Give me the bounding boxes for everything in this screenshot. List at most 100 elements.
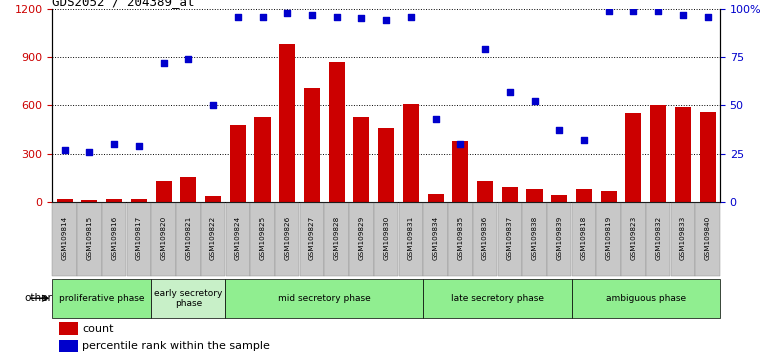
Point bbox=[628, 8, 640, 13]
FancyBboxPatch shape bbox=[571, 203, 596, 276]
Bar bbox=[403, 104, 419, 202]
Bar bbox=[59, 340, 78, 352]
Point bbox=[157, 60, 169, 66]
Text: GSM109814: GSM109814 bbox=[62, 216, 68, 261]
Point bbox=[504, 89, 516, 95]
Text: GSM109817: GSM109817 bbox=[136, 216, 142, 261]
FancyBboxPatch shape bbox=[424, 203, 448, 276]
Point bbox=[232, 14, 244, 19]
Text: proliferative phase: proliferative phase bbox=[59, 294, 145, 303]
Text: GSM109821: GSM109821 bbox=[186, 216, 192, 261]
Bar bbox=[452, 141, 468, 202]
Text: GSM109819: GSM109819 bbox=[606, 216, 611, 261]
Bar bbox=[502, 187, 517, 202]
FancyBboxPatch shape bbox=[621, 203, 646, 276]
Point bbox=[528, 99, 541, 104]
Text: GSM109830: GSM109830 bbox=[383, 216, 389, 261]
Text: GSM109827: GSM109827 bbox=[309, 216, 315, 261]
Point bbox=[59, 147, 71, 153]
Bar bbox=[280, 44, 295, 202]
Bar bbox=[601, 190, 617, 202]
Bar bbox=[477, 181, 493, 202]
FancyBboxPatch shape bbox=[152, 203, 176, 276]
FancyBboxPatch shape bbox=[176, 203, 201, 276]
Text: early secretory
phase: early secretory phase bbox=[154, 289, 223, 308]
FancyBboxPatch shape bbox=[399, 203, 424, 276]
Point bbox=[652, 8, 665, 13]
Text: GSM109833: GSM109833 bbox=[680, 216, 686, 261]
Point bbox=[380, 18, 392, 23]
Text: GSM109828: GSM109828 bbox=[333, 216, 340, 261]
Point bbox=[553, 127, 565, 133]
Text: ambiguous phase: ambiguous phase bbox=[606, 294, 686, 303]
FancyBboxPatch shape bbox=[646, 203, 671, 276]
Bar bbox=[329, 62, 345, 202]
Text: GSM109825: GSM109825 bbox=[259, 216, 266, 261]
FancyBboxPatch shape bbox=[473, 203, 497, 276]
Point bbox=[454, 141, 467, 147]
FancyBboxPatch shape bbox=[250, 203, 275, 276]
Point bbox=[355, 16, 367, 21]
FancyBboxPatch shape bbox=[571, 279, 720, 318]
Bar bbox=[576, 189, 592, 202]
Bar bbox=[205, 196, 221, 202]
Text: GSM109838: GSM109838 bbox=[531, 216, 537, 261]
FancyBboxPatch shape bbox=[324, 203, 349, 276]
Text: GSM109816: GSM109816 bbox=[111, 216, 117, 261]
FancyBboxPatch shape bbox=[448, 203, 473, 276]
Point bbox=[108, 141, 120, 147]
Bar bbox=[156, 181, 172, 202]
Text: GSM109832: GSM109832 bbox=[655, 216, 661, 261]
FancyBboxPatch shape bbox=[349, 203, 373, 276]
Text: late secretory phase: late secretory phase bbox=[451, 294, 544, 303]
Text: GSM109840: GSM109840 bbox=[705, 216, 711, 261]
Point bbox=[701, 14, 714, 19]
Bar bbox=[180, 177, 196, 202]
FancyBboxPatch shape bbox=[77, 203, 102, 276]
Bar bbox=[527, 189, 543, 202]
Bar bbox=[57, 199, 72, 202]
FancyBboxPatch shape bbox=[424, 279, 571, 318]
Point bbox=[602, 8, 614, 13]
Bar bbox=[675, 107, 691, 202]
Text: GSM109818: GSM109818 bbox=[581, 216, 587, 261]
Point bbox=[405, 14, 417, 19]
FancyBboxPatch shape bbox=[497, 203, 522, 276]
Point bbox=[479, 46, 491, 52]
Text: GSM109829: GSM109829 bbox=[358, 216, 364, 261]
FancyBboxPatch shape bbox=[226, 279, 424, 318]
Point bbox=[306, 12, 318, 17]
FancyBboxPatch shape bbox=[300, 203, 324, 276]
FancyBboxPatch shape bbox=[126, 203, 151, 276]
FancyBboxPatch shape bbox=[226, 203, 250, 276]
Bar bbox=[353, 116, 370, 202]
FancyBboxPatch shape bbox=[547, 203, 571, 276]
FancyBboxPatch shape bbox=[695, 203, 720, 276]
Bar bbox=[255, 116, 270, 202]
Point bbox=[430, 116, 442, 122]
FancyBboxPatch shape bbox=[374, 203, 398, 276]
Bar bbox=[625, 113, 641, 202]
Text: GSM109826: GSM109826 bbox=[284, 216, 290, 261]
Point bbox=[83, 149, 95, 154]
Text: mid secretory phase: mid secretory phase bbox=[278, 294, 370, 303]
Bar bbox=[650, 105, 666, 202]
Bar bbox=[304, 88, 320, 202]
Text: GSM109822: GSM109822 bbox=[210, 216, 216, 261]
FancyBboxPatch shape bbox=[201, 203, 226, 276]
Text: count: count bbox=[82, 324, 114, 333]
Bar bbox=[131, 199, 147, 202]
Bar bbox=[229, 125, 246, 202]
FancyBboxPatch shape bbox=[52, 279, 151, 318]
Bar bbox=[59, 322, 78, 335]
Point bbox=[677, 12, 689, 17]
Text: GSM109839: GSM109839 bbox=[556, 216, 562, 261]
FancyBboxPatch shape bbox=[151, 279, 226, 318]
Text: GSM109815: GSM109815 bbox=[86, 216, 92, 261]
Bar bbox=[427, 194, 444, 202]
Point bbox=[330, 14, 343, 19]
Point bbox=[182, 56, 195, 62]
Text: GSM109834: GSM109834 bbox=[433, 216, 439, 261]
Text: other: other bbox=[25, 293, 52, 303]
FancyBboxPatch shape bbox=[597, 203, 621, 276]
